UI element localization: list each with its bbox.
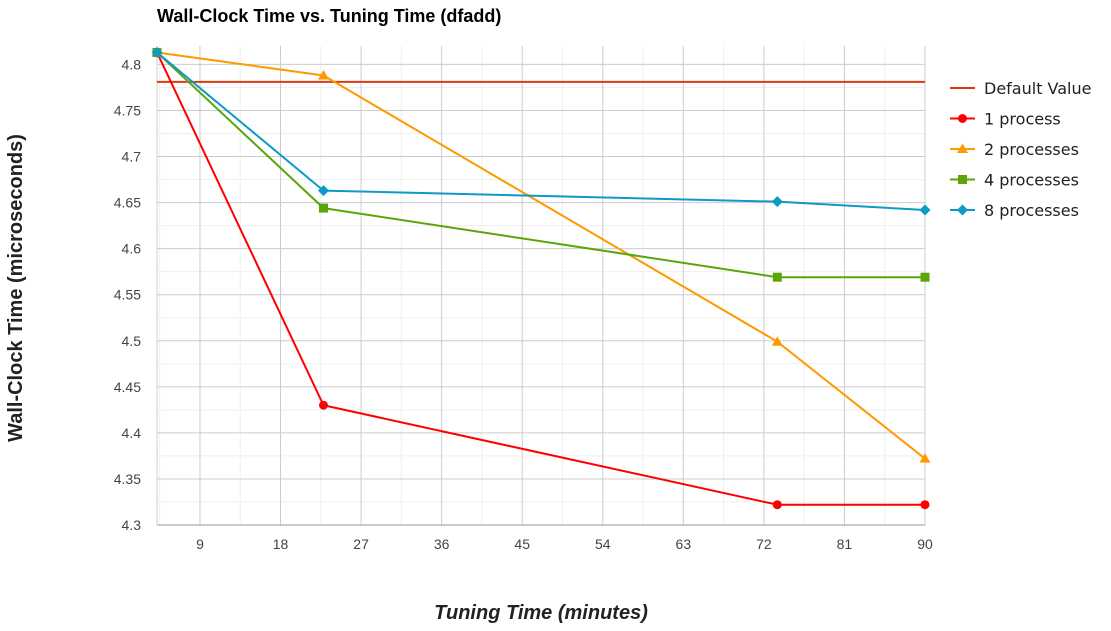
series-line <box>156 51 925 279</box>
legend-label: Default Value <box>984 79 1091 98</box>
legend-marker <box>958 175 967 184</box>
x-tick-label: 72 <box>756 536 772 552</box>
legend-item: 2 processes <box>950 140 1079 159</box>
x-tick-label: 27 <box>353 536 369 552</box>
x-tick-label: 90 <box>917 536 933 552</box>
data-point <box>920 500 930 510</box>
series-2-processes <box>151 46 931 463</box>
legend-label: 1 process <box>984 110 1061 129</box>
plot-area <box>151 46 931 510</box>
legend-marker <box>958 114 967 123</box>
chart-title: Wall-Clock Time vs. Tuning Time (dfadd) <box>157 6 501 26</box>
y-tick-label: 4.45 <box>114 379 141 395</box>
x-axis-title: Tuning Time (minutes) <box>434 602 648 624</box>
legend-marker <box>957 204 968 216</box>
x-tick-label: 81 <box>837 536 853 552</box>
y-tick-label: 4.35 <box>114 471 141 487</box>
data-point <box>920 272 930 282</box>
series-line <box>156 51 926 460</box>
y-tick-label: 4.8 <box>122 56 142 72</box>
legend-item: 8 processes <box>950 201 1079 220</box>
legend-label: 4 processes <box>984 171 1079 190</box>
series-4-processes <box>152 47 930 282</box>
data-point <box>318 203 328 213</box>
data-point <box>919 453 931 463</box>
data-point <box>771 196 783 208</box>
series-line <box>156 52 925 506</box>
data-point <box>919 204 931 216</box>
y-tick-label: 4.65 <box>114 195 141 211</box>
series-line <box>156 51 926 211</box>
y-axis-title: Wall-Clock Time (microseconds) <box>5 134 27 442</box>
data-point <box>318 400 328 410</box>
data-point <box>772 500 782 510</box>
y-tick-labels: 4.3 4.35 4.4 4.45 4.5 4.55 4.6 4.65 4.7 4.75 4.8 <box>114 56 141 533</box>
series-8-processes <box>151 46 931 216</box>
y-tick-label: 4.3 <box>122 517 142 533</box>
x-tick-labels: 9 18 27 36 45 54 63 72 81 90 <box>196 536 933 552</box>
legend-label: 8 processes <box>984 201 1079 220</box>
data-point <box>771 336 783 346</box>
y-tick-label: 4.55 <box>114 287 141 303</box>
data-point <box>317 69 329 80</box>
legend: Default Value 1 process 2 processes 4 proce… <box>950 79 1091 220</box>
data-point <box>317 185 329 197</box>
y-tick-label: 4.6 <box>122 241 142 257</box>
series-1-process <box>152 47 930 510</box>
x-tick-label: 54 <box>595 536 611 552</box>
legend-label: 2 processes <box>984 140 1079 159</box>
y-tick-label: 4.7 <box>122 149 142 165</box>
x-tick-label: 36 <box>434 536 450 552</box>
legend-item: 1 process <box>950 110 1061 129</box>
y-tick-label: 4.5 <box>122 333 142 349</box>
data-point <box>151 46 163 58</box>
x-tick-label: 9 <box>196 536 204 552</box>
x-tick-label: 45 <box>514 536 530 552</box>
legend-marker <box>957 143 968 153</box>
legend-item: 4 processes <box>950 171 1079 190</box>
legend-item: Default Value <box>950 79 1091 98</box>
data-point <box>772 272 782 282</box>
y-tick-label: 4.75 <box>114 102 141 118</box>
y-tick-label: 4.4 <box>122 425 142 441</box>
x-tick-label: 63 <box>676 536 692 552</box>
x-tick-label: 18 <box>273 536 289 552</box>
